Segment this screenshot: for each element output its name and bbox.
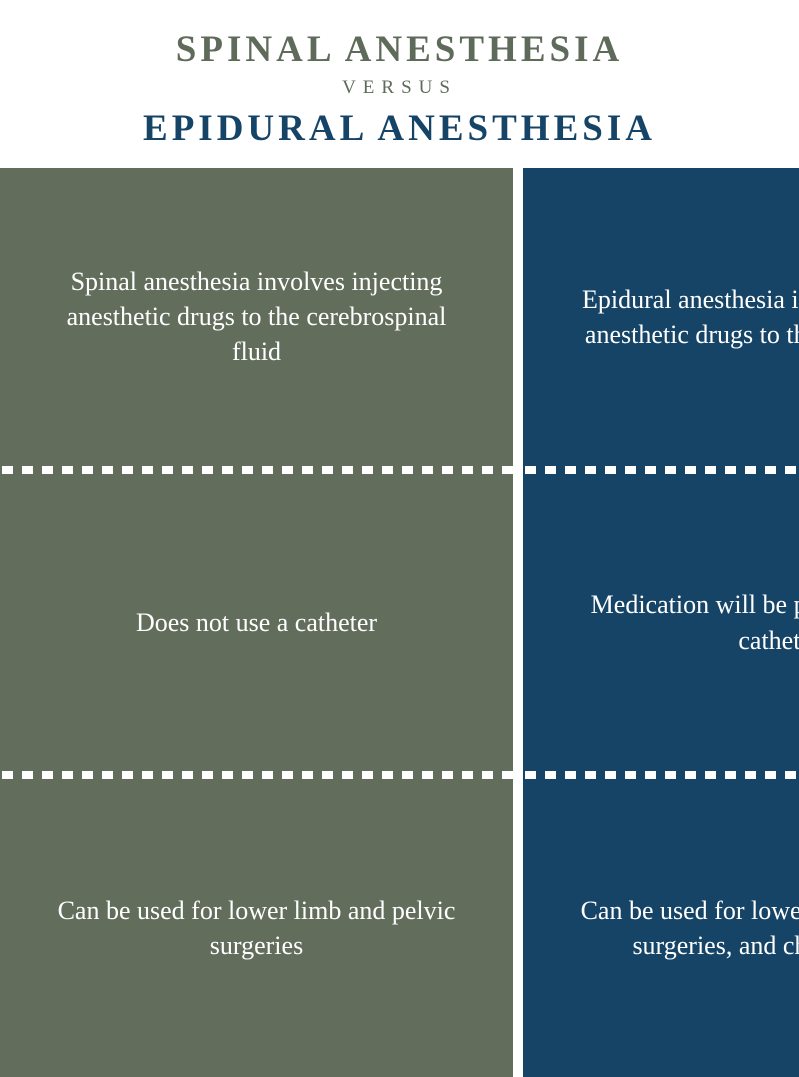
left-cell-2-text: Does not use a catheter [136,605,377,640]
divider [523,466,799,474]
divider [0,466,513,474]
right-column: Epidural anesthesia involves injecting a… [523,168,799,1077]
right-cell-1-text: Epidural anesthesia involves injecting a… [563,282,799,352]
left-column: Spinal anesthesia involves injecting ane… [0,168,513,1077]
infographic-container: SPINAL ANESTHESIA VERSUS EPIDURAL ANESTH… [0,0,799,1077]
right-cell-2: Medication will be passed through a cath… [523,474,799,772]
right-cell-1: Epidural anesthesia involves injecting a… [523,168,799,466]
title-epidural: EPIDURAL ANESTHESIA [0,107,799,150]
left-cell-1-text: Spinal anesthesia involves injecting ane… [40,264,473,369]
left-cell-1: Spinal anesthesia involves injecting ane… [0,168,513,466]
right-cell-3-text: Can be used for lower limb and pelvic su… [563,893,799,963]
left-cell-3-text: Can be used for lower limb and pelvic su… [40,893,473,963]
versus-label: VERSUS [0,77,799,99]
title-spinal: SPINAL ANESTHESIA [0,28,799,71]
left-cell-2: Does not use a catheter [0,474,513,772]
right-cell-2-text: Medication will be passed through a cath… [563,587,799,657]
divider [0,771,513,779]
right-cell-3: Can be used for lower limb and pelvic su… [523,779,799,1077]
header: SPINAL ANESTHESIA VERSUS EPIDURAL ANESTH… [0,0,799,168]
left-cell-3: Can be used for lower limb and pelvic su… [0,779,513,1077]
divider [523,771,799,779]
comparison-grid: Spinal anesthesia involves injecting ane… [0,168,799,1077]
